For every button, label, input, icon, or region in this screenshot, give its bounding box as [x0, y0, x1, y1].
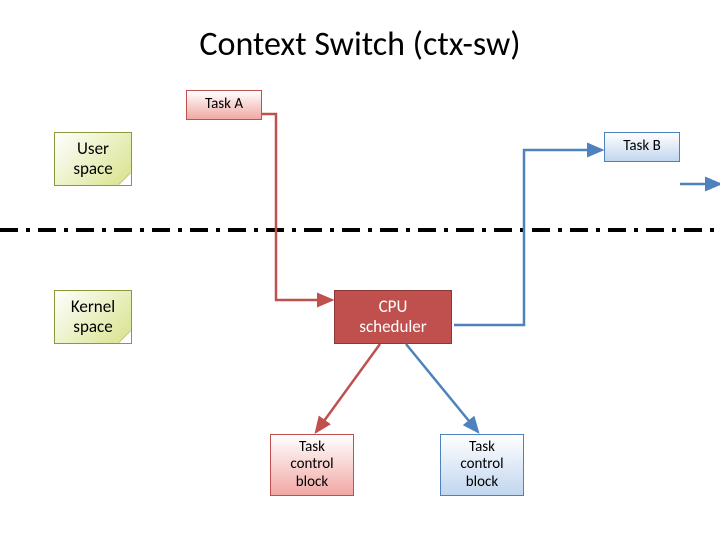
page-title: Context Switch (ctx-sw): [0, 24, 720, 65]
note-user-space: Userspace: [54, 132, 132, 186]
box-cpu-scheduler: CPUscheduler: [334, 290, 452, 344]
arrow-tcb-b: [406, 344, 478, 432]
arrow-tcb-a: [316, 344, 380, 432]
note-kernel-space: Kernelspace: [54, 290, 132, 344]
arrow-red-down: [262, 114, 332, 300]
box-task-b: Task B: [604, 132, 680, 162]
box-tcb-a: Taskcontrolblock: [270, 434, 354, 496]
arrow-layer: [0, 0, 720, 540]
box-task-a: Task A: [186, 90, 262, 120]
box-tcb-b: Taskcontrolblock: [440, 434, 524, 496]
arrow-blue-up: [454, 150, 602, 325]
